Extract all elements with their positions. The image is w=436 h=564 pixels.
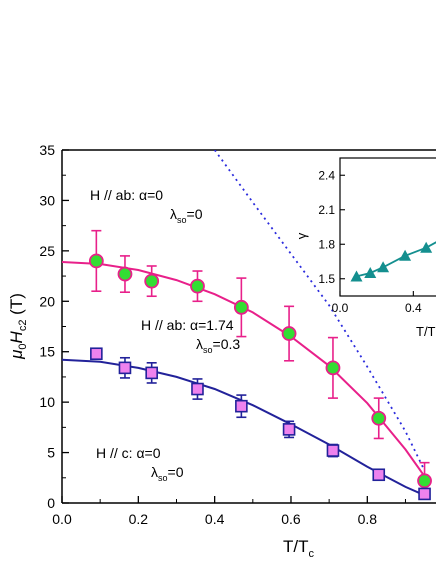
inset-triangle-marker — [377, 261, 390, 273]
inset-x-tick-label: 0.0 — [332, 301, 349, 315]
inset-triangle-marker — [420, 241, 433, 253]
circle-marker — [190, 278, 205, 294]
annotation-ab-alpha174: H // ab: α=1.74 λso=0.3 — [141, 317, 240, 355]
circle-marker — [371, 410, 387, 426]
svg-text:H // c: α=0: H // c: α=0 — [96, 445, 161, 461]
annotation-ab-alpha0: H // ab: α=0 λso=0 — [90, 187, 203, 225]
x-tick-label: 0.8 — [358, 511, 378, 527]
inset-y-tick-label: 1.5 — [318, 272, 335, 286]
y-tick-label: 15 — [39, 344, 55, 360]
square-marker — [326, 444, 340, 457]
circle-marker — [144, 273, 160, 289]
square-marker — [191, 382, 204, 396]
x-tick-label: 0.0 — [52, 511, 72, 527]
inset-data — [350, 241, 436, 282]
x-tick-label: 0.6 — [281, 511, 301, 527]
inset-triangle-marker — [399, 249, 412, 261]
inset-triangle-marker — [364, 267, 377, 278]
axis-ticks: 0.0 0.2 0.4 0.6 0.8 0 5 10 15 20 25 30 35 — [39, 142, 406, 527]
square-marker — [90, 347, 103, 361]
svg-text:λso=0.3: λso=0.3 — [196, 336, 240, 355]
y-tick-label: 35 — [39, 142, 55, 158]
y-tick-label: 10 — [39, 394, 55, 410]
circle-marker — [117, 266, 133, 282]
y-axis-label: μ0Hc2 (T) — [7, 293, 29, 360]
svg-text:λso=0: λso=0 — [151, 464, 184, 483]
square-marker — [418, 487, 431, 501]
data-points — [88, 229, 432, 501]
circle-marker — [325, 360, 341, 376]
x-axis-label: T/Tc — [283, 537, 315, 560]
inset-y-label: γ — [294, 232, 309, 239]
svg-text:T/Tc: T/Tc — [283, 537, 315, 560]
inset-y-tick-label: 1.8 — [318, 237, 335, 251]
inset-y-tick-label: 2.4 — [318, 168, 335, 182]
inset-x-label: T/T — [416, 324, 436, 339]
circle-marker — [417, 473, 432, 489]
y-tick-label: 30 — [39, 192, 55, 208]
x-tick-label: 0.2 — [129, 511, 149, 527]
square-marker — [118, 361, 132, 375]
svg-text:λso=0: λso=0 — [170, 206, 203, 225]
svg-text:H // ab: α=0: H // ab: α=0 — [90, 187, 163, 203]
y-tick-label: 20 — [39, 293, 55, 309]
inset-x-tick-label: 0.4 — [405, 301, 422, 315]
theory-curve-dotted — [213, 150, 426, 472]
square-marker — [372, 468, 386, 482]
y-tick-label: 0 — [47, 495, 55, 511]
circle-marker — [281, 326, 297, 341]
square-marker — [145, 366, 158, 380]
x-tick-label: 0.4 — [205, 511, 225, 527]
svg-text:H // ab: α=1.74: H // ab: α=1.74 — [141, 317, 234, 333]
inset-chart: 1.5 1.8 2.1 2.4 0.0 0.4 γ T/T — [294, 157, 436, 339]
circle-marker — [88, 253, 104, 269]
inset-axis-ticks: 1.5 1.8 2.1 2.4 0.0 0.4 — [318, 168, 422, 315]
y-tick-label: 25 — [39, 243, 55, 259]
square-marker — [235, 399, 248, 413]
svg-text:μ0Hc2 (T): μ0Hc2 (T) — [7, 293, 29, 360]
square-marker — [282, 423, 296, 436]
annotation-c-alpha0: H // c: α=0 λso=0 — [96, 445, 184, 483]
circle-marker — [233, 299, 249, 315]
y-tick-label: 5 — [47, 445, 55, 461]
inset-triangle-marker — [350, 270, 363, 282]
inset-y-tick-label: 2.1 — [318, 203, 335, 217]
